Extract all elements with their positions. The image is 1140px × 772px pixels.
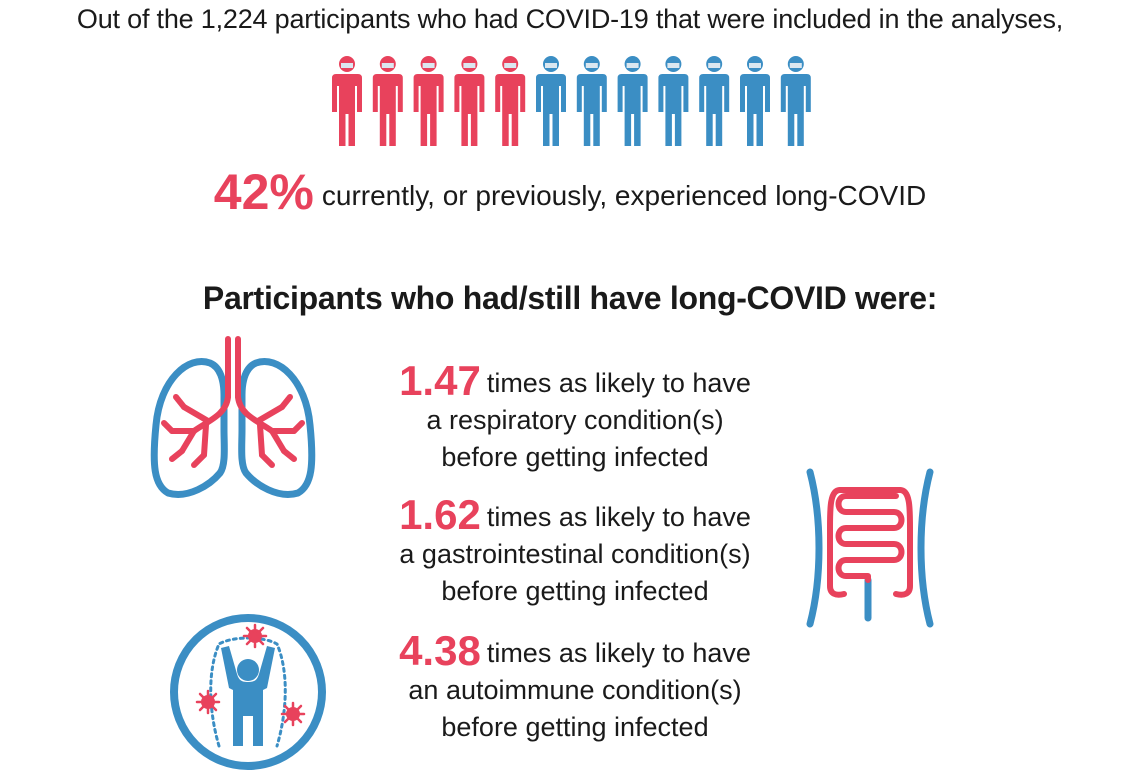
finding-autoimmune: 4.38 times as likely to have an autoimmun… [320, 630, 830, 746]
finding-line2: a respiratory condition(s) [426, 405, 724, 435]
person-icon [413, 56, 444, 146]
finding-gastrointestinal: 1.62 times as likely to have a gastrointe… [320, 494, 830, 610]
finding-line1: times as likely to have [486, 502, 751, 532]
finding-line3: before getting infected [441, 712, 709, 742]
person-icon [332, 56, 362, 146]
person-icon [658, 56, 689, 146]
finding-line3: before getting infected [441, 442, 709, 472]
person-icon [536, 56, 566, 146]
finding-value: 4.38 [399, 627, 481, 674]
person-icon [740, 56, 770, 146]
people-pictogram [332, 56, 811, 146]
stat-text: currently, or previously, experienced lo… [321, 180, 927, 211]
person-icon [780, 56, 811, 146]
finding-line2: an autoimmune condition(s) [408, 675, 742, 705]
person-icon [454, 56, 485, 146]
person-icon [617, 56, 648, 146]
stat-value: 42% [213, 164, 314, 220]
finding-line2: a gastrointestinal condition(s) [399, 539, 751, 569]
person-icon [495, 56, 526, 146]
finding-respiratory: 1.47 times as likely to have a respirator… [320, 360, 830, 476]
intestine-icon [806, 468, 934, 628]
finding-value: 1.62 [399, 491, 481, 538]
intro-text: Out of the 1,224 participants who had CO… [76, 4, 1064, 34]
finding-line1: times as likely to have [486, 638, 751, 668]
person-icon [372, 56, 403, 146]
finding-line3: before getting infected [441, 576, 709, 606]
person-icon [576, 56, 607, 146]
lungs-icon [150, 336, 316, 498]
finding-line1: times as likely to have [486, 368, 751, 398]
long-covid-stat: 42% currently, or previously, experienced… [0, 163, 1140, 221]
person-icon [699, 56, 730, 146]
autoimmune-icon [170, 614, 326, 770]
section-heading: Participants who had/still have long-COV… [202, 280, 938, 316]
finding-value: 1.47 [399, 357, 481, 404]
